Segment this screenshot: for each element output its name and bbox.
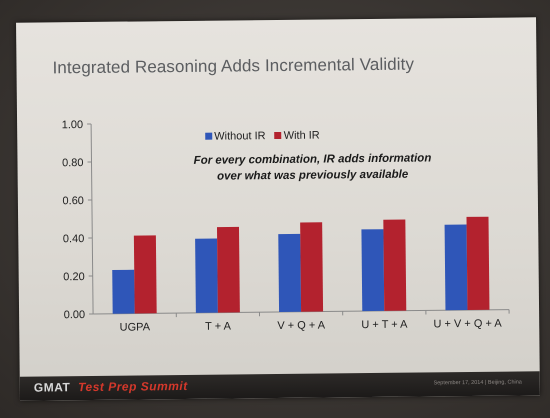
footer-date-location: September 17, 2014 | Beijing, China (433, 379, 522, 387)
bar-with-ir (216, 226, 240, 313)
presentation-slide: Integrated Reasoning Adds Incremental Va… (16, 17, 540, 401)
bar-with-ir (466, 216, 490, 311)
chart-tick-labels: 0.00 0.20 0.40 0.60 0.80 1.00 UGPA T + A V + Q +… (62, 119, 503, 334)
y-tick-label: 0.00 (64, 309, 86, 321)
chart-annotation: For every combination, IR adds informati… (167, 150, 457, 185)
y-tick-label: 0.40 (63, 233, 85, 245)
bar-without-ir (444, 224, 468, 311)
legend-item-without-ir: Without IR (205, 130, 266, 143)
annotation-line-1: For every combination, IR adds informati… (193, 152, 432, 167)
footer-event-name: Test Prep Summit (78, 378, 188, 395)
chart-bars (112, 216, 490, 314)
footer-logo: GMAT Test Prep Summit (34, 379, 188, 395)
bar-without-ir (195, 238, 218, 313)
bar-chart: 0.00 0.20 0.40 0.60 0.80 1.00 UGPA T + A V + Q +… (62, 119, 510, 334)
y-tick-label: 0.60 (62, 195, 84, 207)
legend-label-without-ir: Without IR (214, 130, 266, 143)
annotation-line-2: over what was previously available (217, 168, 409, 183)
bar-without-ir (361, 229, 385, 312)
x-tick-label: V + Q + A (277, 320, 325, 333)
legend-swatch-with-ir (274, 131, 282, 140)
legend-label-with-ir: With IR (283, 129, 320, 142)
y-axis-line (90, 123, 94, 314)
y-tick-label: 0.80 (62, 157, 84, 169)
bar-with-ir (133, 235, 157, 314)
y-tick-label: 1.00 (62, 119, 84, 131)
footer-brand: GMAT (33, 380, 71, 395)
legend-item-with-ir: With IR (274, 129, 320, 142)
bar-with-ir (300, 222, 324, 312)
y-tick-label: 0.20 (63, 271, 85, 283)
legend-swatch-without-ir (205, 132, 213, 140)
slide-footer: GMAT Test Prep Summit September 17, 2014… (19, 371, 540, 401)
bar-without-ir (112, 269, 135, 314)
bar-without-ir (278, 233, 302, 312)
x-tick-label: UGPA (120, 321, 151, 333)
x-tick-label: U + V + Q + A (433, 318, 502, 331)
bar-with-ir (383, 219, 407, 311)
x-tick-label: U + T + A (361, 319, 408, 331)
x-tick-label: T + A (205, 320, 232, 332)
